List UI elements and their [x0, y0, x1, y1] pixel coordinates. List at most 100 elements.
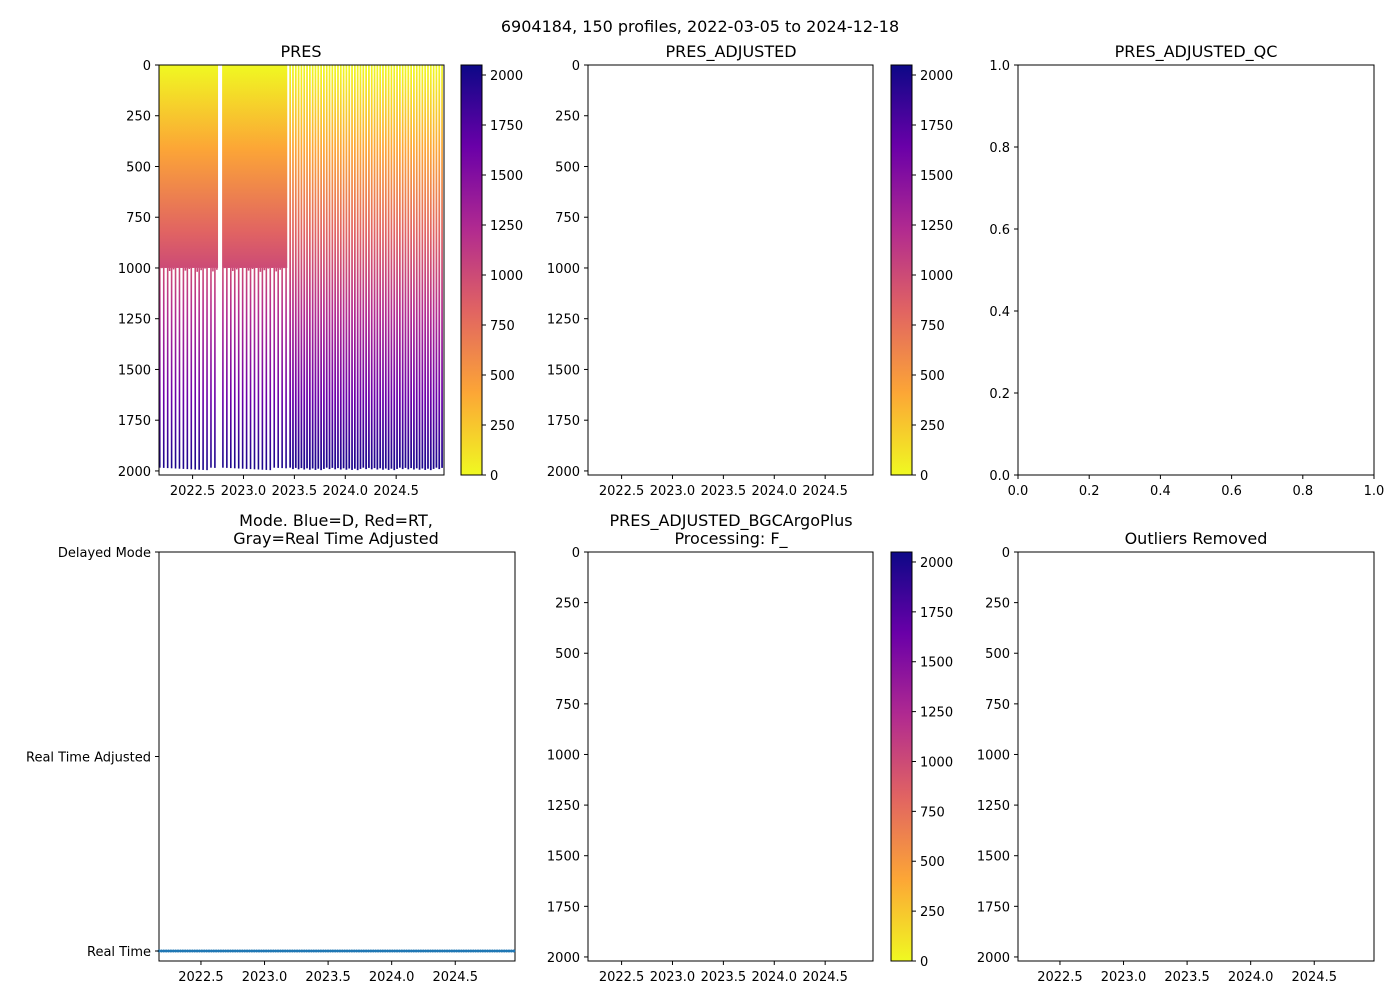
mode-point: [305, 949, 309, 953]
colorbar-pres: 0 250 500 750 1000 1250 1500 1750 2000: [460, 64, 523, 484]
pres-profile: [212, 267, 214, 272]
mode-point: [359, 949, 363, 953]
colorbar-tick-label: 1750: [920, 119, 953, 134]
panel-outliers-title: Outliers Removed: [1125, 529, 1268, 548]
pres-profile: [314, 65, 317, 470]
mode-point: [307, 949, 311, 953]
mode-point: [497, 949, 501, 953]
mode-point: [200, 949, 204, 953]
mode-point: [486, 949, 490, 953]
mode-point: [245, 949, 249, 953]
y-tick-label: 2000: [547, 465, 580, 480]
mode-point: [247, 949, 251, 953]
pres-profile: [265, 267, 268, 470]
mode-point: [278, 949, 282, 953]
x-tick-label: 2024.0: [752, 484, 798, 499]
pres-profile: [273, 267, 276, 468]
panel-pres-adjusted-frame: [587, 64, 874, 476]
pres-profile: [328, 65, 331, 470]
mode-point: [186, 949, 190, 953]
mode-point: [193, 949, 197, 953]
pres-profile: [235, 267, 238, 270]
y-tick-label: 1500: [547, 363, 580, 378]
mode-point: [202, 949, 206, 953]
pres-profile: [323, 65, 325, 469]
pres-profile: [325, 65, 328, 468]
pres-profile: [249, 267, 252, 470]
panel-pres-frame: [158, 64, 445, 476]
y-tick-label: 1000: [977, 748, 1010, 763]
panel-bgc-title-line1: PRES_ADJUSTED_BGCArgoPlus: [609, 511, 852, 531]
mode-point: [252, 949, 256, 953]
y-tick-label: 0: [572, 546, 580, 561]
colorbar-tick-label: 1250: [920, 706, 953, 721]
colorbar-tick-label: 0: [490, 469, 498, 484]
mode-point: [233, 949, 237, 953]
pres-profile: [198, 267, 200, 470]
mode-point: [478, 949, 482, 953]
pres-profile: [427, 65, 429, 469]
mode-point: [500, 949, 504, 953]
pres-profile: [370, 65, 373, 470]
pres-profile: [200, 267, 202, 271]
mode-point: [407, 949, 411, 953]
mode-point: [214, 949, 218, 953]
mode-point: [281, 949, 285, 953]
colorbar-tick-label: 750: [920, 319, 945, 334]
mode-point: [212, 949, 216, 953]
pres-profile: [396, 65, 398, 469]
mode-point: [474, 949, 478, 953]
pres-profile: [407, 65, 410, 470]
mode-point: [357, 949, 361, 953]
mode-point: [438, 949, 442, 953]
mode-point: [169, 949, 173, 953]
pres-profile: [415, 65, 418, 469]
mode-point: [397, 949, 401, 953]
mode-point: [274, 949, 278, 953]
mode-point: [321, 949, 325, 953]
colorbar-tick-label: 500: [920, 369, 945, 384]
mode-point: [178, 949, 182, 953]
mode-point: [402, 949, 406, 953]
mode-point: [507, 949, 511, 953]
mode-point: [505, 949, 509, 953]
colorbar-tick-label: 500: [920, 855, 945, 870]
mode-point: [217, 949, 221, 953]
y-tick-label: 0.0: [989, 469, 1010, 484]
x-tick-label: 2023.0: [242, 970, 288, 985]
pres-profile: [339, 65, 342, 470]
mode-point: [364, 949, 368, 953]
panel-pres: PRES 2022.5 2023.0 2023.5 2024.0 2024.5 0 250 5…: [118, 42, 523, 499]
mode-points: [157, 949, 516, 953]
mode-point: [381, 949, 385, 953]
colorbar-tick-label: 2000: [920, 69, 953, 84]
colorbar-tick-label: 250: [920, 419, 945, 434]
y-tick-label: 1000: [118, 262, 151, 277]
y-tick-label: 500: [555, 160, 580, 175]
pres-profile: [194, 267, 197, 470]
pres-profile: [384, 65, 387, 469]
mode-point: [221, 949, 225, 953]
mode-point: [207, 949, 211, 953]
pres-profile: [300, 65, 303, 469]
y-tick-label: 0.8: [989, 141, 1010, 156]
y-tick-label: 500: [126, 160, 151, 175]
pres-profile: [421, 65, 424, 469]
pres-profile: [376, 65, 379, 470]
colorbar-tick-label: 1500: [490, 169, 523, 184]
mode-point: [269, 949, 273, 953]
y-tick-label: 750: [985, 698, 1010, 713]
x-tick-label: 2024.0: [1228, 970, 1274, 985]
mode-point: [181, 949, 185, 953]
x-tick-label: 2023.5: [305, 970, 351, 985]
mode-point: [195, 949, 199, 953]
mode-point: [162, 949, 166, 953]
pres-profile: [413, 65, 415, 470]
panel-pres-adjusted: PRES_ADJUSTED 2022.5 2023.0 2023.5 2024.0 20…: [547, 42, 953, 499]
y-tick-label: 750: [126, 211, 151, 226]
y-category-label: Real Time Adjusted: [26, 751, 151, 766]
mode-point: [431, 949, 435, 953]
mode-point: [509, 949, 513, 953]
panel-pres-adjusted-qc: PRES_ADJUSTED_QC 0.0 0.2 0.4 0.6 0.8 1.00.00.…: [989, 42, 1384, 499]
pres-profile: [362, 65, 365, 468]
